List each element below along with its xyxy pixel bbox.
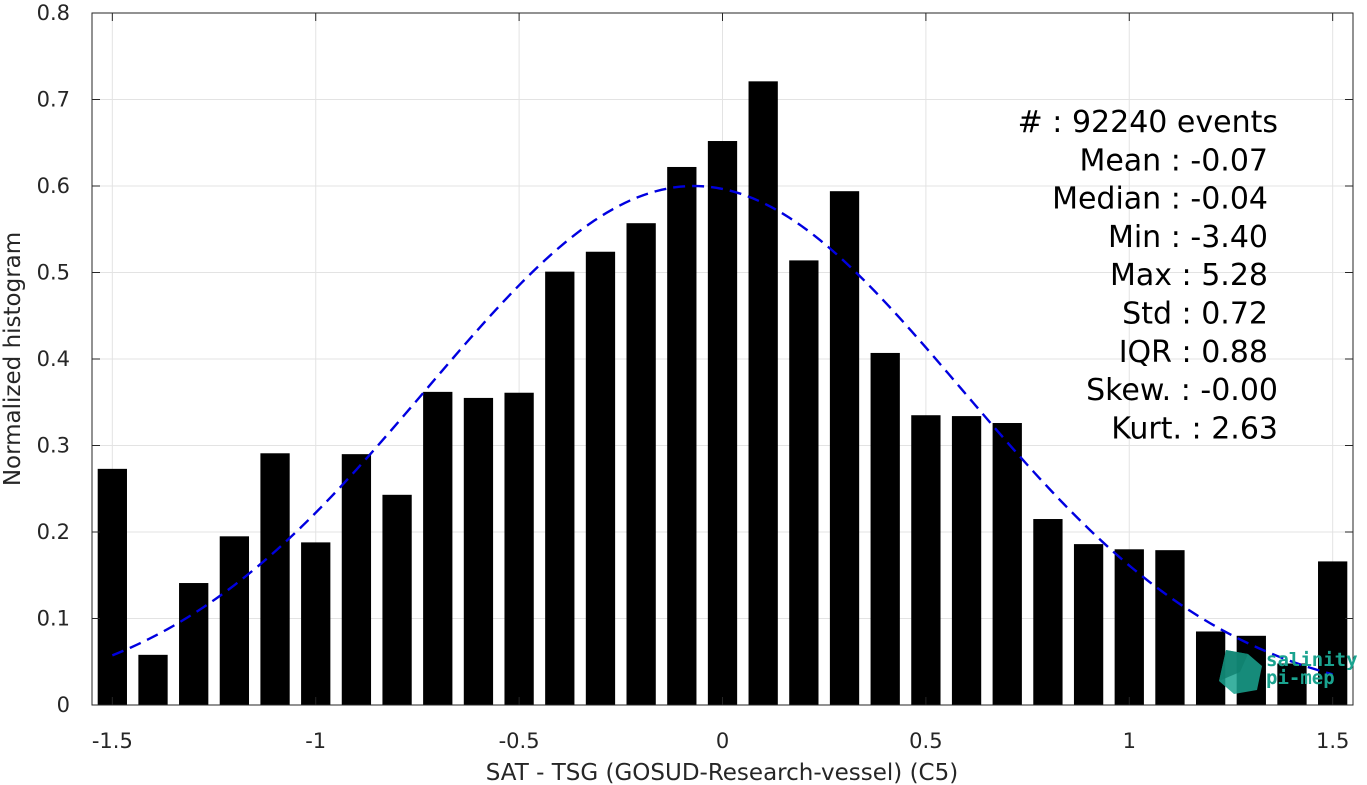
stats-line: Max : 5.28 <box>1110 258 1268 293</box>
histogram-bar <box>301 542 331 705</box>
histogram-bar <box>1033 519 1063 705</box>
y-tick-label: 0.7 <box>37 88 70 112</box>
x-tick-label: 0 <box>716 729 729 753</box>
y-tick-label: 0.5 <box>37 261 70 285</box>
logo-line1: salinity <box>1266 649 1358 671</box>
x-axis-label: SAT - TSG (GOSUD-Research-vessel) (C5) <box>486 760 958 785</box>
histogram-bar <box>911 415 941 705</box>
histogram-bar <box>789 260 819 705</box>
logo-cube-face-icon <box>1219 650 1248 681</box>
histogram-bar <box>545 271 575 705</box>
x-tick-label: 0.5 <box>909 729 942 753</box>
histogram-bar <box>423 391 453 705</box>
histogram-bar <box>138 654 168 705</box>
histogram-bar <box>1114 549 1144 705</box>
x-tick-labels: -1.5 -1 -0.5 0 0.5 1 1.5 <box>92 729 1350 753</box>
y-tick-label: 0.8 <box>37 1 70 25</box>
histogram-bar <box>1195 631 1226 705</box>
histogram-bar <box>951 416 982 705</box>
axis-ticks <box>92 12 1353 706</box>
stats-line: # : 92240 events <box>1018 105 1278 140</box>
y-tick-labels: 0 0.1 0.2 0.3 0.4 0.5 0.6 0.7 0.8 <box>37 1 70 717</box>
stats-line: Mean : -0.07 <box>1079 143 1268 178</box>
y-tick-label: 0.6 <box>37 174 70 198</box>
histogram-bar <box>341 454 372 705</box>
stats-line: Kurt. : 2.63 <box>1111 411 1278 446</box>
histogram-bar <box>992 423 1022 705</box>
histogram-bar <box>504 392 534 705</box>
histogram-bar <box>1073 544 1104 705</box>
histogram-bar <box>748 81 778 705</box>
x-tick-label: -1 <box>305 729 326 753</box>
stats-line: Min : -3.40 <box>1108 220 1268 255</box>
x-tick-label: 1.5 <box>1316 729 1349 753</box>
histogram-bar <box>1318 561 1348 705</box>
salinity-pi-mep-logo: salinity pi-mep <box>1219 649 1358 694</box>
x-tick-label: -1.5 <box>92 729 133 753</box>
histogram-bar <box>870 352 900 705</box>
y-axis-label: Normalized histogram <box>0 232 26 486</box>
x-tick-label: 1 <box>1123 729 1136 753</box>
histogram-bar <box>1277 663 1307 705</box>
stats-line: Median : -0.04 <box>1052 182 1268 217</box>
histogram-bar <box>585 251 616 706</box>
stats-line: IQR : 0.88 <box>1119 335 1268 370</box>
histogram-bars <box>97 81 1348 706</box>
y-tick-label: 0.1 <box>37 607 70 631</box>
histogram-bar <box>463 397 494 705</box>
y-tick-label: 0.2 <box>37 520 70 544</box>
logo-line2: pi-mep <box>1266 667 1335 689</box>
histogram-bar <box>382 494 412 705</box>
histogram-bar <box>707 141 738 705</box>
stats-line: Std : 0.72 <box>1122 297 1268 332</box>
histogram-bar <box>97 468 127 705</box>
y-tick-label: 0.3 <box>37 434 70 458</box>
histogram-bar <box>219 536 250 705</box>
y-tick-label: 0 <box>57 693 70 717</box>
histogram-bar <box>667 166 697 706</box>
histogram-bar <box>1155 550 1185 705</box>
y-tick-label: 0.4 <box>37 347 70 371</box>
histogram-bar <box>626 223 656 705</box>
histogram-bar <box>260 453 290 705</box>
histogram-bar <box>179 583 209 705</box>
stats-line: Skew. : -0.00 <box>1086 373 1278 408</box>
histogram-bar <box>829 191 860 705</box>
x-tick-label: -0.5 <box>499 729 540 753</box>
gaussian-fit-curve <box>111 184 1333 676</box>
